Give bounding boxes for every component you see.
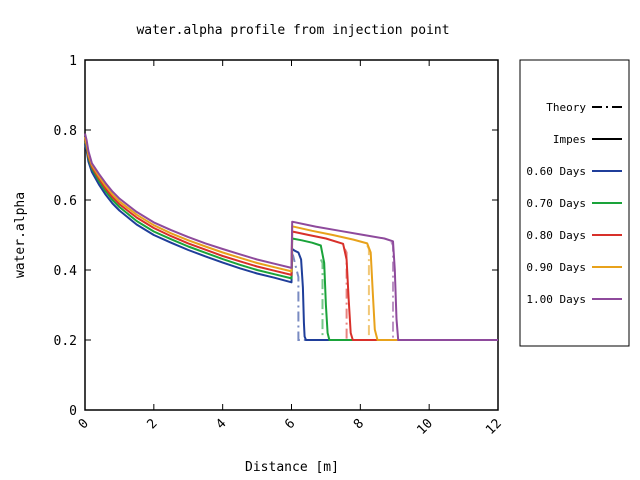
- legend-label: Theory: [546, 101, 586, 114]
- impes-line: [84, 133, 498, 341]
- chart-title: water.alpha profile from injection point: [136, 23, 449, 38]
- legend-label: 0.90 Days: [526, 261, 586, 274]
- x-tick-label: 0: [76, 416, 92, 432]
- plot-area: 00.20.40.60.810 2 4 6 8 10 12: [54, 54, 505, 438]
- legend: Theory Impes 0.60 Days 0.70 Days 0.80 Days 0.…: [519, 59, 630, 347]
- theory-line: [343, 248, 498, 341]
- impes-line: [84, 140, 498, 341]
- x-axis-label: Distance [m]: [245, 460, 339, 475]
- y-tick-label: 0.4: [54, 264, 78, 279]
- legend-label: 0.80 Days: [526, 229, 586, 242]
- y-axis-label: water.alpha: [13, 192, 28, 278]
- legend-label: 1.00 Days: [526, 293, 586, 306]
- impes-line: [84, 136, 498, 341]
- theory-line: [390, 241, 498, 341]
- theory-line: [366, 245, 498, 341]
- x-tick-label: 8: [351, 416, 367, 432]
- legend-label: Impes: [553, 133, 586, 146]
- legend-label: 0.60 Days: [526, 165, 586, 178]
- legend-label: 0.70 Days: [526, 197, 586, 210]
- x-tick-label: 10: [414, 416, 436, 438]
- x-tick-label: 6: [282, 416, 298, 432]
- y-tick-label: 0.8: [54, 124, 77, 139]
- y-tick-label: 0.6: [54, 194, 77, 209]
- x-tick-label: 4: [213, 416, 229, 432]
- x-tick-label: 2: [145, 416, 161, 432]
- impes-line: [84, 143, 498, 341]
- x-tick-label: 12: [483, 416, 505, 438]
- y-tick-label: 1: [69, 54, 77, 69]
- impes-line: [84, 138, 498, 341]
- y-tick-label: 0: [69, 404, 77, 419]
- y-tick-label: 0.2: [54, 334, 77, 349]
